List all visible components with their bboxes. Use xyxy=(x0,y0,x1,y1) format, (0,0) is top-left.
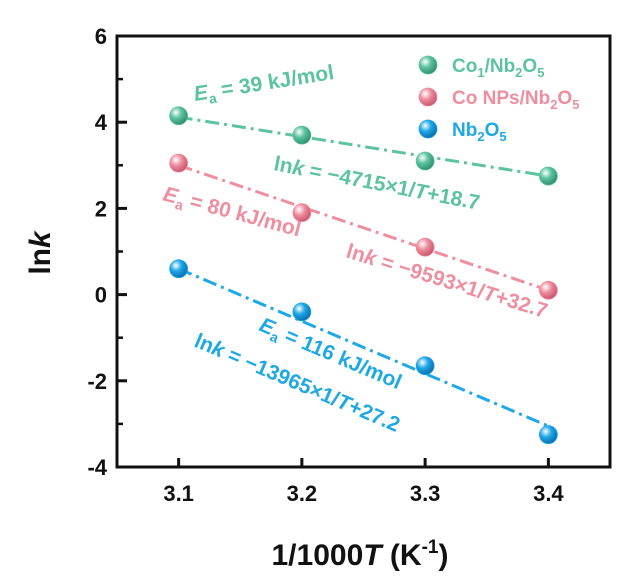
y-tick-label: 4 xyxy=(95,110,108,135)
data-points-layer xyxy=(169,106,558,445)
legend-marker-1 xyxy=(418,87,438,107)
x-tick-label: 3.1 xyxy=(163,481,194,506)
plot-frame xyxy=(115,34,612,469)
legend: Co1/Nb2O5 Co NPs/Nb2O5 Nb2O5 xyxy=(418,55,579,144)
data-point-s2-0 xyxy=(169,259,189,279)
data-point-s0-2 xyxy=(415,151,435,171)
data-point-s2-1 xyxy=(292,302,312,322)
y-tick-label: -2 xyxy=(87,369,107,394)
fit-lines-layer xyxy=(178,115,549,428)
legend-label-conps: Co NPs/Nb2O5 xyxy=(452,88,579,112)
ticks-layer: 3.1 3.2 3.3 3.4 -4 -2 0 2 4 6 xyxy=(87,24,564,506)
fit-line-0 xyxy=(178,115,549,178)
legend-marker-2 xyxy=(418,119,438,139)
data-point-s0-1 xyxy=(292,125,312,145)
x-axis-label: 1/1000T (K-1) xyxy=(272,537,449,572)
data-point-s2-3 xyxy=(538,425,558,445)
x-tick-label: 3.4 xyxy=(533,481,564,506)
fit-line-1 xyxy=(178,163,549,292)
data-point-s1-2 xyxy=(415,237,435,257)
y-tick-label: 6 xyxy=(95,24,107,49)
data-point-s2-2 xyxy=(415,356,435,376)
y-axis-label: lnk xyxy=(24,230,57,275)
data-point-s0-3 xyxy=(538,166,558,186)
x-tick-label: 3.3 xyxy=(410,481,441,506)
ea-label-co1: Ea = 39 kJ/mol xyxy=(192,61,336,109)
data-point-s1-1 xyxy=(292,203,312,223)
fit-line-2 xyxy=(178,267,549,428)
ea-label-conps: Ea = 80 kJ/mol xyxy=(160,183,303,245)
data-point-s0-0 xyxy=(169,106,189,126)
annotations: Ea = 39 kJ/mol lnk = −4715×1/T+18.7 Ea =… xyxy=(160,61,550,437)
x-tick-label: 3.2 xyxy=(287,481,318,506)
y-tick-label: 0 xyxy=(95,283,107,308)
legend-marker-0 xyxy=(418,55,438,75)
y-tick-label: 2 xyxy=(95,196,107,221)
legend-label-co1: Co1/Nb2O5 xyxy=(452,56,544,80)
y-tick-label: -4 xyxy=(87,455,107,480)
legend-label-nb2o5: Nb2O5 xyxy=(452,120,507,144)
data-point-s1-3 xyxy=(538,280,558,300)
data-point-s1-0 xyxy=(169,153,189,173)
